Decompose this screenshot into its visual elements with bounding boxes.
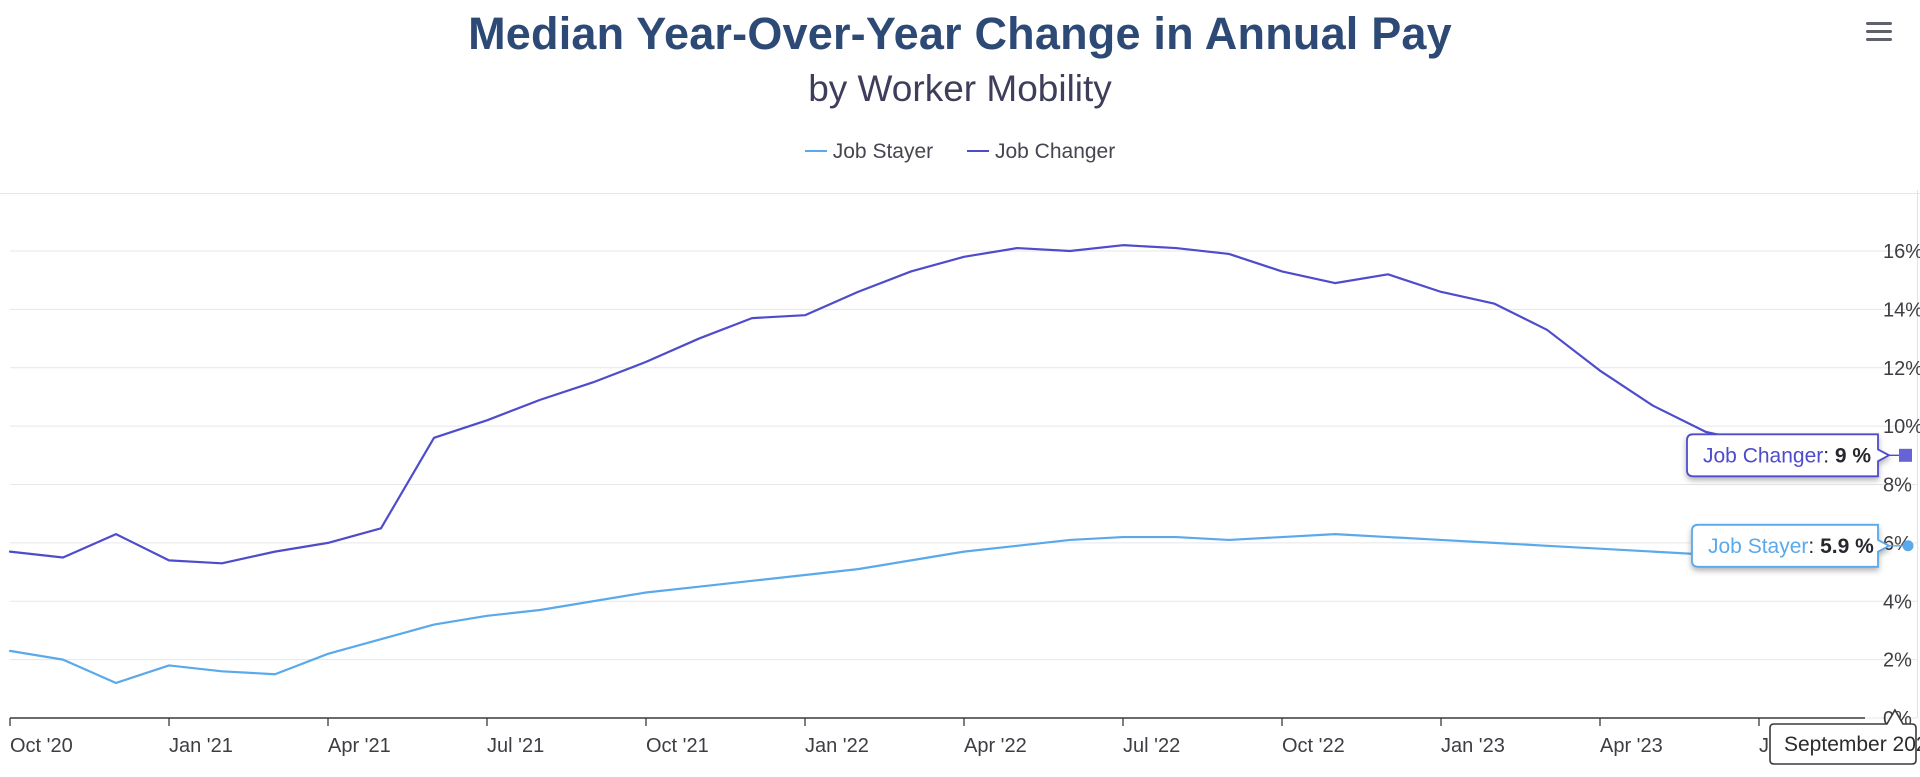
svg-text:16%: 16% xyxy=(1883,241,1920,263)
svg-text:4%: 4% xyxy=(1883,591,1912,613)
svg-text:8%: 8% xyxy=(1883,475,1912,497)
svg-text:10%: 10% xyxy=(1883,416,1920,438)
svg-text:September 2023: September 2023 xyxy=(1784,733,1920,756)
svg-text:12%: 12% xyxy=(1883,358,1920,380)
svg-text:Oct '22: Oct '22 xyxy=(1282,735,1345,757)
svg-text:Oct '21: Oct '21 xyxy=(646,735,709,757)
svg-text:Job Changer: 9 %: Job Changer: 9 % xyxy=(1703,444,1871,467)
svg-text:2%: 2% xyxy=(1883,650,1912,672)
svg-text:Job Stayer: 5.9 %: Job Stayer: 5.9 % xyxy=(1708,535,1874,558)
svg-text:Oct '20: Oct '20 xyxy=(10,735,73,757)
svg-text:Jan '21: Jan '21 xyxy=(169,735,233,757)
svg-text:Jan '23: Jan '23 xyxy=(1441,735,1505,757)
svg-text:Jul '21: Jul '21 xyxy=(487,735,544,757)
svg-text:Apr '22: Apr '22 xyxy=(964,735,1027,757)
svg-text:Jul '22: Jul '22 xyxy=(1123,735,1180,757)
svg-text:Apr '23: Apr '23 xyxy=(1600,735,1663,757)
svg-text:14%: 14% xyxy=(1883,299,1920,321)
svg-text:Jan '22: Jan '22 xyxy=(805,735,869,757)
svg-text:Apr '21: Apr '21 xyxy=(328,735,391,757)
